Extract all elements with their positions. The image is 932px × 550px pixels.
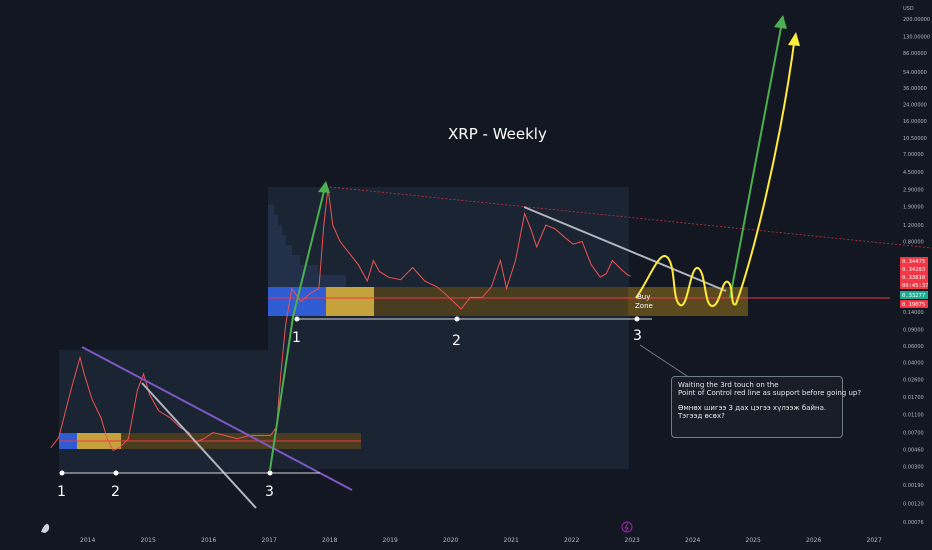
price-badge: 0.33277 [900,291,928,299]
x-tick-label: 2017 [262,537,277,544]
x-axis[interactable]: 2014 2015 2016 2017 2018 2019 2020 2021 2022 2023… [80,537,882,544]
range-box-right [268,187,629,469]
svg-text:0.34475: 0.34475 [902,259,925,265]
x-tick-label: 2014 [80,537,95,544]
x-tick-label: 2020 [443,537,458,544]
price-badge: 0.19075 [900,300,928,308]
x-tick-label: 2022 [564,537,579,544]
svg-text:0.19075: 0.19075 [902,302,925,308]
y-tick-label: 86.00000 [903,51,927,57]
flash-event-icon[interactable] [621,521,633,533]
touch-label-right-2: 2 [452,333,461,349]
note-line-2: Point of Control red line as support bef… [678,389,862,398]
range-box-left [59,350,271,473]
x-tick-label: 2023 [625,537,640,544]
trendline-purple [81,346,353,491]
y-tick-label: 0.14000 [903,310,924,316]
svg-text:0.33810: 0.33810 [902,275,925,281]
touch-label-left-1: 1 [57,484,66,500]
x-tick-label: 2018 [322,537,337,544]
y-tick-label: 10.50000 [903,136,927,142]
y-tick-label: 0.00120 [903,502,924,508]
price-badges: 0.34475 0.34283 0.33810 09:45:37 0.33277 0.19… [900,257,929,308]
touch-label-right-3: 3 [633,328,642,344]
note-line-3: Өмнөх шигээ 3 дах цэгээ хүлээж байна. [678,403,827,412]
price-badge: 0.34475 [900,257,928,265]
x-tick-label: 2025 [746,537,761,544]
green-arrowhead-future [774,15,787,29]
green-arrow-past [269,182,327,471]
green-arrowhead-past [318,181,330,193]
x-tick-label: 2015 [141,537,156,544]
poc-bar-right-gold [326,287,374,316]
y-tick-label: 200.00000 [903,17,930,23]
y-tick-label: 7.00000 [903,152,924,158]
x-tick-label: 2024 [685,537,700,544]
price-badge: 0.34283 [900,265,928,273]
y-tick-label: 4.50000 [903,170,924,176]
y-tick-label: 0.09000 [903,328,924,334]
y-tick-label: 36.00000 [903,86,927,92]
x-tick-label: 2026 [806,537,821,544]
axis-unit: USD [903,6,914,12]
y-tick-label: 0.01700 [903,395,924,401]
y-tick-label: 0.04000 [903,360,924,366]
y-tick-label: 0.00460 [903,447,924,453]
price-series-line [50,188,631,451]
svg-text:0.34283: 0.34283 [902,267,925,273]
y-tick-label: 0.00300 [903,465,924,471]
note-line-4: Тэгээд өсөх? [678,411,725,420]
y-tick-label: 130.00000 [903,34,930,40]
tradingview-logo-icon[interactable] [41,524,50,533]
y-tick-label: 24.00000 [903,103,927,109]
buy-zone-label-1: Buy [637,293,650,301]
touch-label-left-3: 3 [265,484,274,500]
chart-title: XRP - Weekly [448,125,547,143]
x-tick-label: 2027 [867,537,882,544]
y-tick-label: 54.00000 [903,70,927,76]
buy-zone-label-2: Zone [635,302,653,310]
dotted-resistance-line [329,186,932,249]
yellow-projection-path [635,35,796,307]
y-tick-label: 0.06000 [903,344,924,350]
x-tick-label: 2021 [504,537,519,544]
svg-text:09:45:37: 09:45:37 [902,283,929,289]
price-badge: 0.33810 [900,273,928,281]
y-tick-label: 0.00190 [903,483,924,489]
trendline-gray-left [141,382,257,509]
y-tick-label: 0.02600 [903,378,924,384]
touch-label-right-1: 1 [292,330,301,346]
touch-points [59,316,640,476]
price-badge: 09:45:37 [900,281,929,289]
svg-text:0.33277: 0.33277 [902,293,925,299]
volume-profile-steps [268,205,346,287]
note-line-1: Waiting the 3rd touch on the [678,381,779,389]
y-tick-label: 0.80000 [903,240,924,246]
y-tick-label: 0.00076 [903,520,924,526]
x-tick-label: 2016 [201,537,216,544]
x-tick-label: 2019 [383,537,398,544]
note-callout: Waiting the 3rd touch on the Point of Co… [671,376,862,438]
green-arrow-future [729,16,784,299]
y-tick-label: 16.00000 [903,119,927,125]
y-tick-label: 0.00700 [903,431,924,437]
yellow-arrowhead [788,32,800,46]
callout-connector [639,344,691,379]
y-tick-label: 2.90000 [903,188,924,194]
touch-label-left-2: 2 [111,484,120,500]
y-tick-label: 1.20000 [903,223,924,229]
y-tick-label: 0.01100 [903,412,924,418]
y-tick-label: 1.90000 [903,205,924,211]
